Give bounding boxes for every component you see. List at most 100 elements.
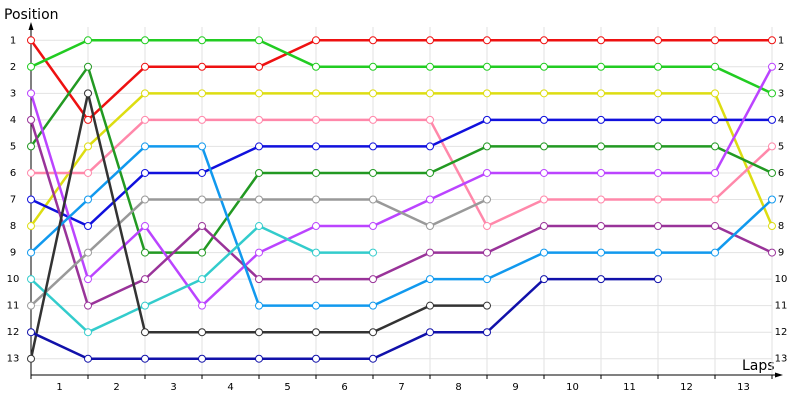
y-tick-label-right: 2 <box>778 62 784 73</box>
y-tick-label: 7 <box>10 195 16 206</box>
position-point <box>312 168 320 177</box>
position-point <box>540 62 548 71</box>
position-point <box>255 248 263 257</box>
y-axis-arrow <box>28 22 34 30</box>
y-tick-label: 5 <box>10 141 16 152</box>
position-point <box>711 142 719 151</box>
x-tick-label: 3 <box>170 382 176 393</box>
position-point <box>540 275 548 284</box>
x-axis-arrow <box>775 372 783 378</box>
position-point <box>369 89 377 98</box>
position-point <box>768 115 776 124</box>
position-point <box>27 301 35 310</box>
y-tick-label: 1 <box>10 35 16 46</box>
position-point <box>483 301 491 310</box>
position-point <box>369 328 377 337</box>
position-line <box>30 118 772 228</box>
position-point <box>768 168 776 177</box>
position-point <box>84 354 92 363</box>
y-tick-label: 4 <box>10 115 16 126</box>
x-tick-label: 6 <box>341 382 347 393</box>
position-point <box>369 275 377 284</box>
y-tick-label-right: 3 <box>778 88 784 99</box>
position-point <box>141 195 149 204</box>
position-point <box>711 62 719 71</box>
position-point <box>312 195 320 204</box>
x-tick-label: 5 <box>284 382 290 393</box>
position-point <box>654 89 662 98</box>
position-point <box>312 89 320 98</box>
x-tick-label: 11 <box>623 382 636 393</box>
y-tick-label-right: 8 <box>778 221 784 232</box>
position-point <box>540 195 548 204</box>
position-point <box>198 89 206 98</box>
position-point <box>84 142 92 151</box>
position-line <box>29 39 772 122</box>
position-point <box>312 115 320 124</box>
position-point <box>255 328 263 337</box>
position-point <box>483 36 491 45</box>
x-tick-label: 8 <box>455 382 461 393</box>
position-line <box>29 66 774 307</box>
position-point <box>483 328 491 337</box>
position-point <box>369 248 377 257</box>
position-point <box>426 195 434 204</box>
position-point <box>84 195 92 204</box>
position-point <box>654 222 662 231</box>
position-point <box>27 168 35 177</box>
position-point <box>597 168 605 177</box>
position-point <box>84 168 92 177</box>
position-point <box>654 195 662 204</box>
y-tick-label: 13 <box>7 354 20 365</box>
position-point <box>255 142 263 151</box>
position-point <box>768 142 776 151</box>
position-line <box>29 92 774 227</box>
position-point <box>369 142 377 151</box>
position-point <box>711 168 719 177</box>
position-point <box>198 275 206 284</box>
position-point <box>198 195 206 204</box>
position-point <box>198 115 206 124</box>
position-point <box>141 168 149 177</box>
position-point <box>768 195 776 204</box>
x-tick-label: 13 <box>737 382 750 393</box>
position-point <box>198 168 206 177</box>
position-point <box>27 248 35 257</box>
position-point <box>483 142 491 151</box>
position-point <box>198 354 206 363</box>
position-point <box>255 301 263 310</box>
position-point <box>312 222 320 231</box>
y-tick-label-right: 13 <box>775 354 788 365</box>
y-tick-label-right: 6 <box>778 168 784 179</box>
x-tick-label: 7 <box>398 382 404 393</box>
position-point <box>312 275 320 284</box>
position-point <box>255 222 263 231</box>
y-axis-title: Position <box>4 7 59 23</box>
position-point <box>27 36 35 45</box>
position-point <box>426 115 434 124</box>
position-point <box>768 248 776 257</box>
x-tick-label: 4 <box>227 382 233 393</box>
position-line <box>31 118 773 228</box>
y-tick-label: 3 <box>10 88 16 99</box>
position-point <box>312 36 320 45</box>
y-tick-label-right: 1 <box>778 35 784 46</box>
position-point <box>141 275 149 284</box>
position-line <box>30 145 773 307</box>
position-point <box>27 115 35 124</box>
position-point <box>426 301 434 310</box>
position-point <box>597 222 605 231</box>
position-point <box>369 222 377 231</box>
position-point <box>654 275 662 284</box>
position-point <box>483 168 491 177</box>
position-point <box>426 36 434 45</box>
position-point <box>255 36 263 45</box>
position-point <box>141 248 149 257</box>
position-point <box>84 328 92 337</box>
position-point <box>369 354 377 363</box>
position-point <box>597 142 605 151</box>
position-point <box>312 62 320 71</box>
position-point <box>426 168 434 177</box>
y-tick-label-right: 9 <box>778 248 784 259</box>
